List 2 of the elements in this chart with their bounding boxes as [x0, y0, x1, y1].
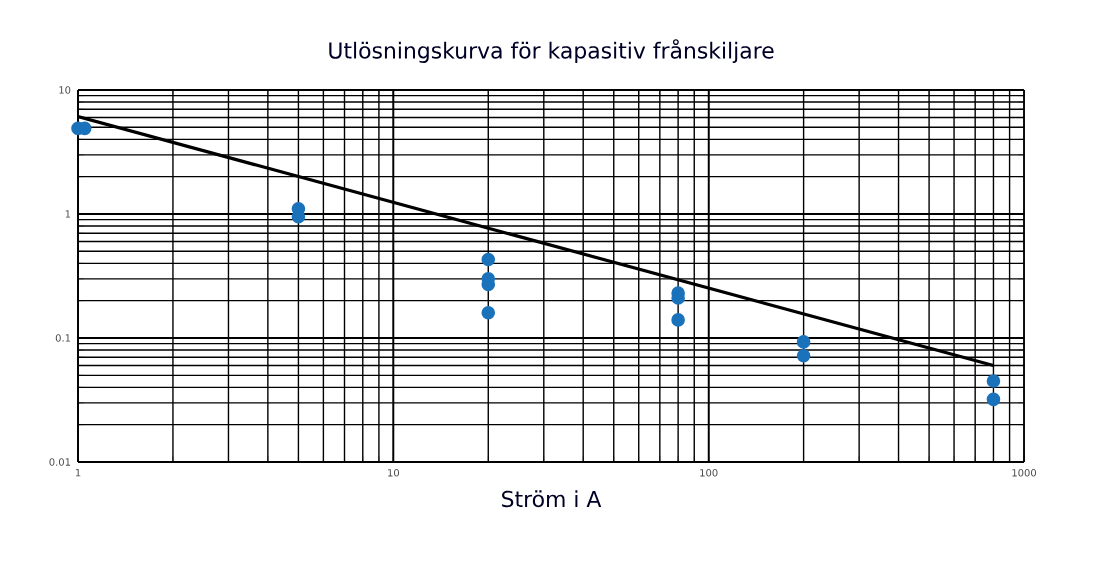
x-axis-title: Ström i A [502, 490, 602, 508]
chart-title: Utlösningskurva för kapasitiv frånskiljare [329, 39, 774, 63]
